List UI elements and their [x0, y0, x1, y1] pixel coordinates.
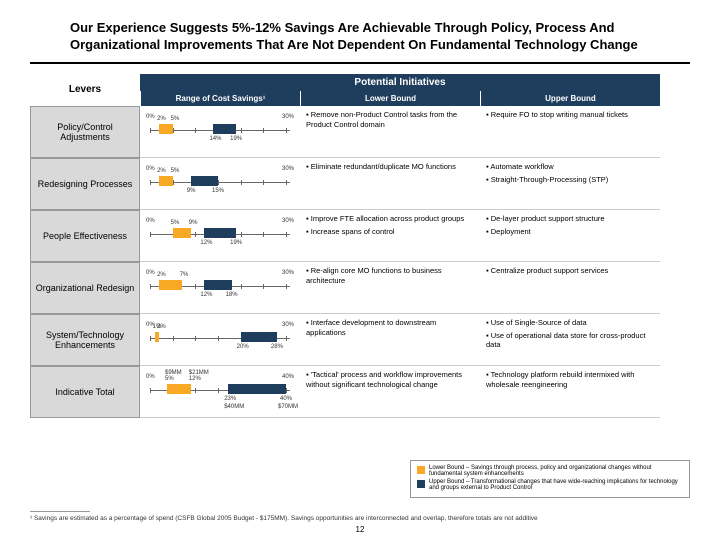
legend-lower: Lower Bound – Savings through process, p… [429, 465, 683, 477]
list-item: Technology platform rebuild intermixed w… [486, 370, 654, 390]
list-item: 'Tactical' process and workflow improvem… [306, 370, 474, 390]
lever-cell: Policy/Control Adjustments [30, 106, 140, 158]
levers-header: Levers [30, 74, 140, 106]
lower-bound-cell: Re-align core MO functions to business a… [300, 262, 480, 314]
list-item: Use of Single-Source of data [486, 318, 654, 328]
page-number: 12 [356, 525, 365, 534]
lower-bound-cell: Eliminate redundant/duplicate MO functio… [300, 158, 480, 210]
upper-bound-cell: Require FO to stop writing manual ticket… [480, 106, 660, 158]
range-chart-cell: 0%30%2%5%14%19% [140, 106, 300, 158]
lever-cell: Redesigning Processes [30, 158, 140, 210]
lever-cell: People Effectiveness [30, 210, 140, 262]
range-chart-cell: 0%30%1%2%20%28% [140, 314, 300, 366]
potential-header: Potential Initiatives [140, 74, 660, 91]
list-item: Deployment [486, 227, 654, 237]
upper-bound-cell: Use of Single-Source of data Use of opera… [480, 314, 660, 366]
list-item: De-layer product support structure [486, 214, 654, 224]
range-header: Range of Cost Savings¹ [140, 91, 300, 106]
lower-bound-cell: Improve FTE allocation across product gr… [300, 210, 480, 262]
lower-bound-cell: Remove non-Product Control tasks from th… [300, 106, 480, 158]
list-item: Improve FTE allocation across product gr… [306, 214, 474, 224]
list-item: Automate workflow [486, 162, 654, 172]
swatch-lower [417, 466, 425, 474]
list-item: Re-align core MO functions to business a… [306, 266, 474, 286]
list-item: Centralize product support services [486, 266, 654, 276]
range-chart-cell: 0%30%5%9%12%19% [140, 210, 300, 262]
lower-bound-cell: Interface development to downstream appl… [300, 314, 480, 366]
list-item: Require FO to stop writing manual ticket… [486, 110, 654, 120]
list-item: Remove non-Product Control tasks from th… [306, 110, 474, 130]
list-item: Use of operational data store for cross-… [486, 331, 654, 351]
list-item: Increase spans of control [306, 227, 474, 237]
title-rule [30, 62, 690, 64]
swatch-upper [417, 480, 425, 488]
list-item: Eliminate redundant/duplicate MO functio… [306, 162, 474, 172]
upper-bound-cell: De-layer product support structure Deploy… [480, 210, 660, 262]
list-item: Straight-Through-Processing (STP) [486, 175, 654, 185]
upper-header: Upper Bound [480, 91, 660, 106]
slide-title: Our Experience Suggests 5%-12% Savings A… [30, 20, 690, 62]
range-chart-cell: 0%30%2%7%12%18% [140, 262, 300, 314]
upper-bound-cell: Centralize product support services [480, 262, 660, 314]
lever-cell: Indicative Total [30, 366, 140, 418]
footnote-text: ¹ Savings are estimated as a percentage … [30, 515, 538, 522]
range-chart-cell: 0%40%5%12%23%40%$9MM$21MM$40MM$70MM [140, 366, 300, 418]
legend-upper: Upper Bound – Transformational changes t… [429, 479, 683, 491]
lever-cell: Organizational Redesign [30, 262, 140, 314]
lower-bound-cell: 'Tactical' process and workflow improvem… [300, 366, 480, 418]
lever-cell: System/Technology Enhancements [30, 314, 140, 366]
legend: Lower Bound – Savings through process, p… [410, 460, 690, 498]
upper-bound-cell: Technology platform rebuild intermixed w… [480, 366, 660, 418]
upper-bound-cell: Automate workflow Straight-Through-Proces… [480, 158, 660, 210]
footnote-rule [30, 511, 90, 514]
range-chart-cell: 0%30%2%5%9%15% [140, 158, 300, 210]
main-grid: Levers Potential Initiatives Range of Co… [30, 74, 690, 418]
list-item: Interface development to downstream appl… [306, 318, 474, 338]
lower-header: Lower Bound [300, 91, 480, 106]
